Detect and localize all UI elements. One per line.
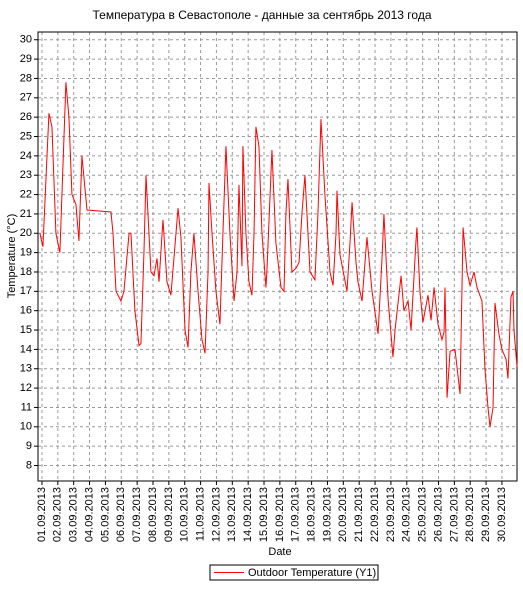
y-tick-label: 19	[20, 247, 32, 259]
x-tick-label: 26.09.2013	[432, 487, 444, 542]
x-tick-label: 24.09.2013	[401, 487, 413, 542]
y-tick-label: 9	[26, 440, 32, 452]
x-tick-label: 10.09.2013	[179, 487, 191, 542]
x-tick-label: 16.09.2013	[274, 487, 286, 542]
x-tick-label: 11.09.2013	[194, 487, 206, 541]
x-axis-label: Date	[268, 546, 291, 558]
x-tick-label: 27.09.2013	[448, 487, 460, 542]
x-tick-label: 07.09.2013	[131, 487, 143, 542]
y-tick-label: 16	[20, 305, 32, 317]
y-tick-label: 30	[20, 34, 32, 46]
data-line	[39, 82, 518, 427]
y-tick-label: 20	[20, 227, 32, 239]
y-tick-label: 23	[20, 169, 32, 181]
x-tick-label: 22.09.2013	[369, 487, 381, 542]
chart-title: Температура в Севастополе - данные за се…	[93, 8, 432, 22]
x-tick-label: 20.09.2013	[337, 487, 349, 542]
y-tick-label: 27	[20, 92, 32, 104]
y-tick-label: 18	[20, 266, 32, 278]
x-tick-label: 25.09.2013	[417, 487, 429, 542]
x-tick-label: 17.09.2013	[290, 487, 302, 542]
x-tick-label: 13.09.2013	[226, 487, 238, 542]
x-tick-label: 14.09.2013	[242, 487, 254, 542]
x-tick-label: 04.09.2013	[83, 487, 95, 542]
x-tick-label: 01.09.2013	[36, 487, 48, 542]
x-tick-label: 18.09.2013	[306, 487, 318, 542]
x-tick-label: 05.09.2013	[99, 487, 111, 542]
x-tick-label: 30.09.2013	[496, 487, 508, 542]
y-tick-label: 24	[20, 150, 32, 162]
legend-box	[209, 564, 379, 581]
y-tick-label: 10	[20, 421, 32, 433]
y-tick-label: 22	[20, 188, 32, 200]
y-tick-label: 12	[20, 382, 32, 394]
y-tick-label: 21	[20, 208, 32, 220]
x-tick-label: 03.09.2013	[68, 487, 80, 542]
x-tick-label: 19.09.2013	[321, 487, 333, 542]
y-tick-label: 17	[20, 285, 32, 297]
y-tick-label: 11	[21, 401, 32, 413]
y-tick-label: 15	[20, 324, 32, 336]
x-tick-label: 02.09.2013	[52, 487, 64, 542]
x-tick-label: 28.09.2013	[464, 487, 476, 542]
x-tick-label: 09.09.2013	[163, 487, 175, 542]
y-tick-label: 28	[20, 72, 32, 84]
y-tick-label: 25	[20, 130, 32, 142]
y-tick-label: 13	[20, 363, 32, 375]
x-tick-label: 21.09.2013	[353, 487, 365, 542]
x-tick-label: 12.09.2013	[210, 487, 222, 542]
plot-border	[37, 31, 518, 482]
y-tick-label: 14	[20, 343, 32, 355]
legend-label: Outdoor Temperature (Y1)	[248, 567, 376, 579]
x-tick-label: 29.09.2013	[480, 487, 492, 542]
y-tick-label: 29	[20, 53, 32, 65]
x-tick-label: 06.09.2013	[115, 487, 127, 542]
y-axis-label: Temperature (°C)	[6, 214, 18, 298]
x-tick-label: 23.09.2013	[385, 487, 397, 542]
y-tick-label: 26	[20, 111, 32, 123]
x-tick-label: 15.09.2013	[258, 487, 270, 542]
y-tick-label: 8	[26, 459, 32, 471]
x-tick-label: 08.09.2013	[147, 487, 159, 542]
